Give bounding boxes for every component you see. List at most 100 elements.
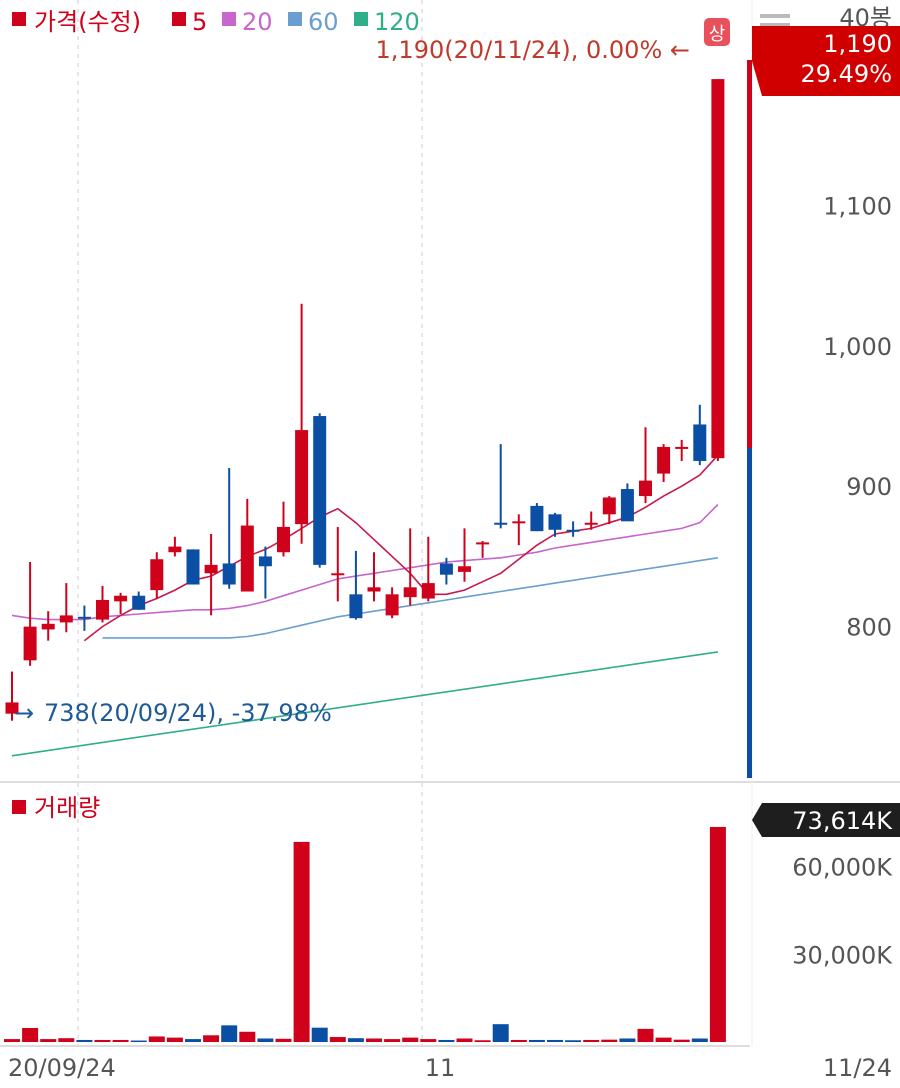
current-price-box — [752, 26, 900, 96]
volume-bar — [166, 1037, 183, 1042]
candle — [620, 483, 634, 522]
candle-body — [5, 702, 19, 714]
candle — [222, 467, 236, 589]
candle-body — [620, 489, 634, 522]
candle-body — [367, 587, 381, 592]
range-down-bar — [747, 448, 752, 778]
low-annotation: 738(20/09/24), -37.98% — [44, 699, 332, 727]
volume-bar — [130, 1040, 147, 1042]
volume-bar — [601, 1039, 618, 1042]
volume-bar — [691, 1038, 708, 1042]
candle — [59, 583, 73, 633]
candle-body — [168, 546, 182, 553]
price-legend: 가격(수정) 5 20 60 120 — [12, 8, 420, 36]
legend-price-marker — [12, 12, 26, 26]
candle-body — [476, 542, 490, 545]
legend-ma5-marker — [172, 12, 186, 26]
current-volume: 73,614K — [792, 807, 893, 835]
candle — [77, 605, 91, 631]
ma20-line — [11, 503, 719, 621]
volume-bar — [221, 1025, 238, 1042]
low-annotation-arrow: → — [14, 699, 34, 727]
candle — [403, 528, 417, 606]
candle-body — [657, 446, 671, 474]
legend-ma120-label: 120 — [374, 8, 420, 36]
volume-bar — [384, 1039, 401, 1042]
legend-price-title: 가격(수정) — [34, 8, 141, 36]
candle-body — [23, 626, 37, 661]
candle — [367, 552, 381, 602]
candle-body — [385, 594, 399, 616]
volume-bar — [492, 1024, 509, 1042]
price-axis-ticks: 1,100 1,000 900 800 — [823, 192, 892, 641]
volume-bar — [76, 1039, 93, 1042]
moving-average-lines — [11, 454, 719, 757]
volume-bar — [275, 1038, 292, 1042]
candle-body — [204, 564, 218, 574]
candle — [548, 512, 562, 537]
candle — [132, 591, 146, 610]
candle — [41, 611, 55, 641]
range-up-bar — [747, 60, 752, 448]
volume-bar — [583, 1039, 600, 1042]
candle — [150, 552, 164, 599]
x-axis-label-month: 11 — [425, 1054, 456, 1082]
candle — [439, 557, 453, 585]
candle — [258, 546, 272, 599]
high-annotation: 1,190(20/11/24), 0.00% ← — [376, 36, 690, 64]
volume-axis-ticks: 60,000K 30,000K — [792, 854, 893, 970]
candle — [476, 540, 490, 558]
x-axis-label-end: 11/24 — [823, 1054, 892, 1082]
candle-body — [41, 623, 55, 630]
volume-bar — [148, 1036, 165, 1042]
legend-ma20-label: 20 — [242, 8, 273, 36]
candle-body — [132, 595, 146, 610]
volume-bar — [619, 1038, 636, 1042]
candle — [204, 533, 218, 616]
candle-body — [313, 416, 327, 565]
candle-body — [277, 526, 290, 553]
volume-bar — [510, 1039, 527, 1042]
candle-body — [96, 599, 109, 620]
volume-bar — [637, 1028, 654, 1042]
candle-body — [59, 615, 73, 623]
candlesticks — [5, 79, 725, 721]
candle — [512, 514, 526, 546]
candle — [240, 498, 254, 592]
candle — [494, 444, 508, 529]
candle — [168, 536, 182, 557]
candle-body — [114, 595, 128, 602]
volume-bar — [329, 1037, 346, 1042]
legend-ma60-label: 60 — [308, 8, 339, 36]
candle — [23, 562, 37, 666]
legend-volume-marker — [12, 800, 26, 814]
candle — [114, 592, 128, 614]
candle-body — [77, 616, 91, 619]
upper-limit-badge-text: 상 — [709, 24, 726, 45]
candle-body — [240, 525, 254, 592]
volume-bar — [673, 1039, 690, 1042]
candle — [5, 671, 19, 721]
volume-bar — [709, 826, 726, 1042]
volume-bar — [366, 1038, 382, 1042]
candle-body — [258, 556, 272, 567]
candle-body — [711, 79, 725, 459]
candle-body — [675, 446, 689, 449]
price-axis-panel — [750, 0, 900, 1088]
legend-volume-title: 거래량 — [34, 794, 100, 822]
candle-body — [458, 566, 471, 572]
candle — [96, 585, 109, 623]
volume-bar — [58, 1038, 75, 1042]
volume-bar — [420, 1039, 437, 1042]
volume-bar — [4, 1039, 20, 1042]
candle — [331, 526, 345, 602]
volume-bar — [528, 1039, 545, 1042]
ma120-line — [11, 651, 719, 757]
candle-body — [548, 514, 562, 530]
price-tick-label: 800 — [846, 614, 892, 642]
candle-body — [584, 522, 598, 525]
volume-bar — [40, 1039, 57, 1042]
price-tick-label: 900 — [846, 473, 892, 501]
volume-bars — [4, 826, 726, 1042]
